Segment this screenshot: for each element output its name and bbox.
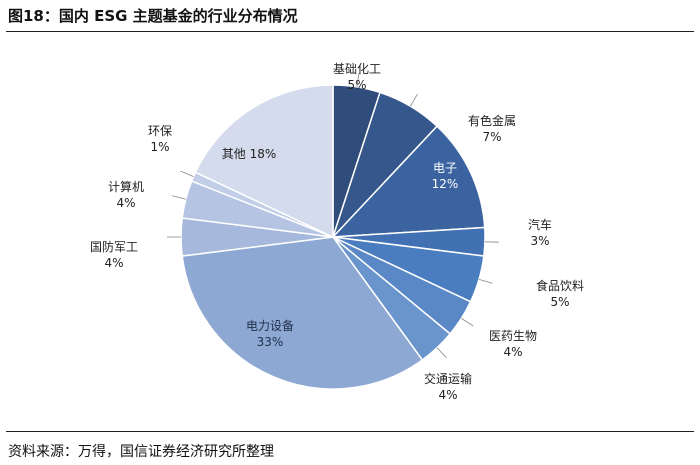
source-note: 资料来源：万得，国信证券经济研究所整理 (8, 444, 274, 460)
leader-line (410, 93, 418, 107)
slice-value-label: 5% (550, 295, 569, 309)
leader-line (436, 347, 447, 359)
slice-category-label: 电子 (433, 161, 457, 175)
slice-category-label: 计算机 (108, 179, 144, 194)
leader-line (461, 318, 474, 327)
slice-category-label: 汽车 (528, 217, 552, 232)
slice-value-label: 4% (503, 345, 522, 359)
slice-value-label: 4% (116, 196, 135, 210)
slice-category-label: 电力设备 (246, 319, 294, 333)
slice-category-label: 环保 (148, 124, 172, 138)
slice-value-label: 5% (347, 78, 366, 92)
slice-category-label: 基础化工 (333, 62, 381, 76)
slice-value-label: 12% (432, 177, 459, 191)
leader-line (172, 195, 186, 200)
pie-slice (181, 236, 424, 390)
leader-line (356, 72, 360, 87)
slice-category-label: 国防军工 (90, 239, 138, 254)
slice-category-label: 有色金属 (468, 113, 516, 128)
slice-value-label: 7% (482, 130, 501, 144)
title-rule (6, 31, 694, 32)
source-rule (6, 431, 694, 432)
slice-category-label: 医药生物 (489, 329, 537, 343)
leader-line (478, 279, 493, 284)
slice-value-label: 33% (257, 335, 284, 349)
slice-category-label: 交通运输 (424, 371, 472, 386)
slice-value-label: 1% (150, 140, 169, 154)
slice-label: 其他 18% (222, 147, 277, 161)
slice-value-label: 4% (104, 256, 123, 270)
chart-title: 图18：国内 ESG 主题基金的行业分布情况 (8, 7, 298, 25)
slice-category-label: 食品饮料 (536, 278, 584, 293)
slice-value-label: 4% (438, 388, 457, 402)
leader-line (180, 170, 194, 177)
pie-slice (194, 84, 334, 239)
pie-slice (331, 125, 486, 238)
slice-value-label: 3% (530, 234, 549, 248)
